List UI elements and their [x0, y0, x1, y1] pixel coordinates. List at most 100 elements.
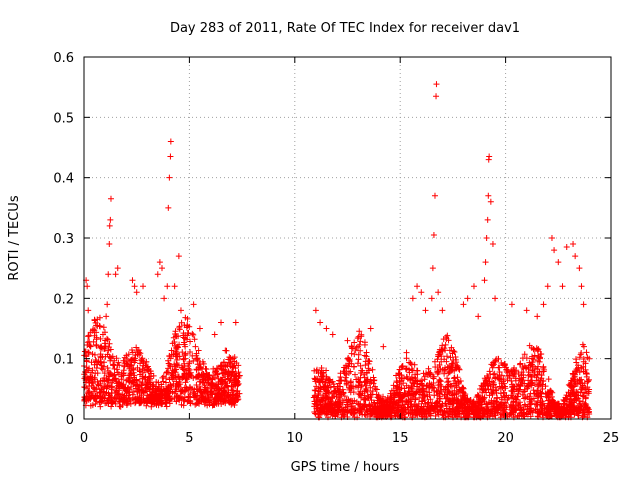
- data-point: [337, 373, 344, 380]
- data-point: [104, 351, 111, 358]
- data-point: [568, 391, 575, 398]
- data-point: [204, 394, 211, 401]
- data-point: [409, 385, 416, 392]
- data-point: [537, 355, 544, 362]
- data-point-peak: [165, 204, 172, 211]
- data-point: [430, 373, 437, 380]
- data-point: [492, 384, 499, 391]
- data-point-peak: [475, 313, 482, 320]
- data-point: [142, 373, 149, 380]
- data-point: [574, 389, 581, 396]
- data-point: [191, 394, 198, 401]
- data-point: [527, 390, 534, 397]
- data-point: [185, 387, 192, 394]
- data-point: [503, 404, 510, 411]
- data-point: [552, 404, 559, 411]
- data-point: [140, 358, 147, 365]
- data-point: [311, 387, 318, 394]
- data-point: [105, 344, 112, 351]
- data-point: [163, 403, 170, 410]
- data-point: [534, 348, 541, 355]
- data-point: [185, 365, 192, 372]
- data-point: [520, 365, 527, 372]
- data-point: [425, 410, 432, 417]
- data-point: [517, 381, 524, 388]
- data-point: [319, 372, 326, 379]
- data-point: [361, 341, 368, 348]
- data-point: [227, 360, 234, 367]
- data-point: [376, 409, 383, 416]
- data-point-peak: [106, 222, 113, 229]
- data-point: [180, 332, 187, 339]
- data-point: [567, 380, 574, 387]
- data-point: [121, 396, 128, 403]
- data-point-peak: [129, 277, 136, 284]
- data-point: [128, 347, 135, 354]
- data-point: [192, 343, 199, 350]
- data-point: [388, 409, 395, 416]
- data-point: [343, 396, 350, 403]
- data-point: [461, 404, 468, 411]
- data-point: [367, 394, 374, 401]
- data-point: [375, 392, 382, 399]
- data-point: [212, 395, 219, 402]
- data-point: [449, 350, 456, 357]
- data-point: [373, 405, 380, 412]
- data-point: [438, 358, 445, 365]
- data-point: [86, 338, 93, 345]
- data-point-peak: [428, 295, 435, 302]
- data-point: [165, 360, 172, 367]
- data-point-peak: [344, 337, 351, 344]
- data-point: [540, 400, 547, 407]
- data-point: [229, 371, 236, 378]
- data-point-peak: [355, 343, 362, 350]
- data-point: [578, 376, 585, 383]
- data-point: [155, 379, 162, 386]
- data-point: [451, 367, 458, 374]
- data-point-peak: [523, 307, 530, 314]
- data-point: [435, 353, 442, 360]
- data-point: [526, 393, 533, 400]
- data-point: [567, 409, 574, 416]
- data-point: [319, 405, 326, 412]
- y-tick-label: 0.2: [53, 292, 74, 307]
- data-point: [486, 378, 493, 385]
- data-point: [335, 398, 342, 405]
- data-point: [101, 378, 108, 385]
- data-point: [102, 382, 109, 389]
- data-point: [514, 393, 521, 400]
- data-point: [218, 381, 225, 388]
- data-point-peak: [439, 307, 446, 314]
- data-point: [479, 410, 486, 417]
- data-point: [407, 360, 414, 367]
- data-point-peak: [482, 259, 489, 266]
- data-point: [546, 402, 553, 409]
- x-tick-label: 25: [603, 431, 620, 446]
- data-point: [354, 360, 361, 367]
- data-point: [187, 349, 194, 356]
- data-point: [565, 413, 572, 420]
- data-point: [317, 384, 324, 391]
- data-point: [370, 399, 377, 406]
- data-point: [180, 366, 187, 373]
- data-point: [108, 390, 115, 397]
- data-point: [365, 357, 372, 364]
- data-point: [442, 386, 449, 393]
- data-point-peak: [544, 283, 551, 290]
- data-point: [526, 380, 533, 387]
- data-point: [502, 364, 509, 371]
- data-point: [104, 336, 111, 343]
- data-point: [197, 364, 204, 371]
- data-point: [578, 349, 585, 356]
- data-point: [424, 393, 431, 400]
- y-tick-label: 0.3: [53, 232, 74, 247]
- data-point: [226, 354, 233, 361]
- data-point: [489, 390, 496, 397]
- data-point: [461, 394, 468, 401]
- data-point: [120, 385, 127, 392]
- data-point: [491, 358, 498, 365]
- data-point: [194, 356, 201, 363]
- data-point: [528, 373, 535, 380]
- data-point: [182, 350, 189, 357]
- data-point: [468, 405, 475, 412]
